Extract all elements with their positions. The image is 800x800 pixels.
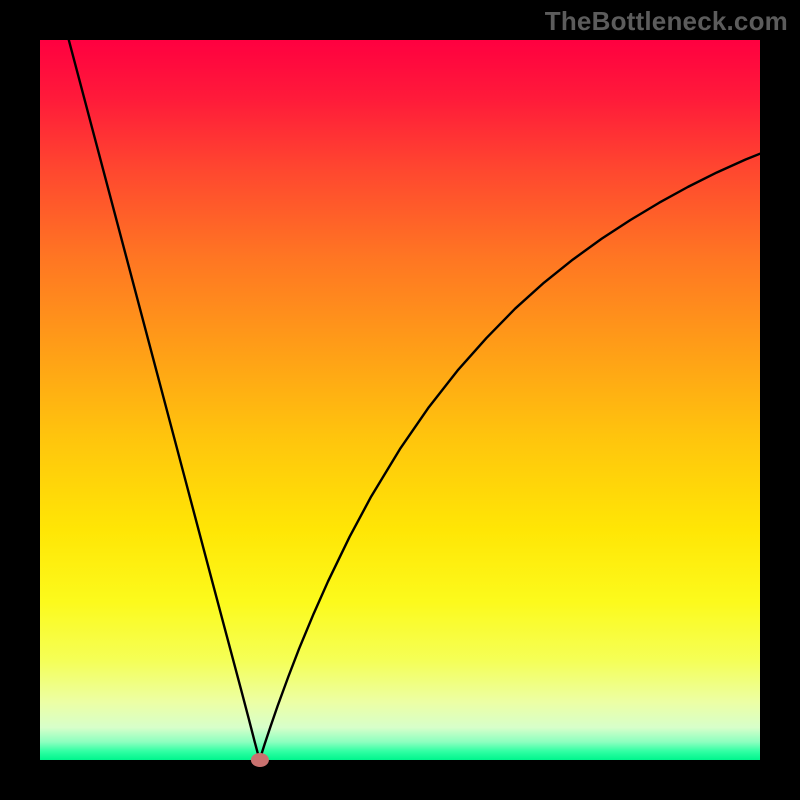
bottleneck-curve	[69, 40, 760, 760]
plot-area	[40, 40, 760, 760]
chart-frame: TheBottleneck.com	[0, 0, 800, 800]
minimum-marker	[251, 753, 269, 767]
watermark-label: TheBottleneck.com	[545, 6, 788, 37]
bottleneck-curve-layer	[40, 40, 760, 760]
